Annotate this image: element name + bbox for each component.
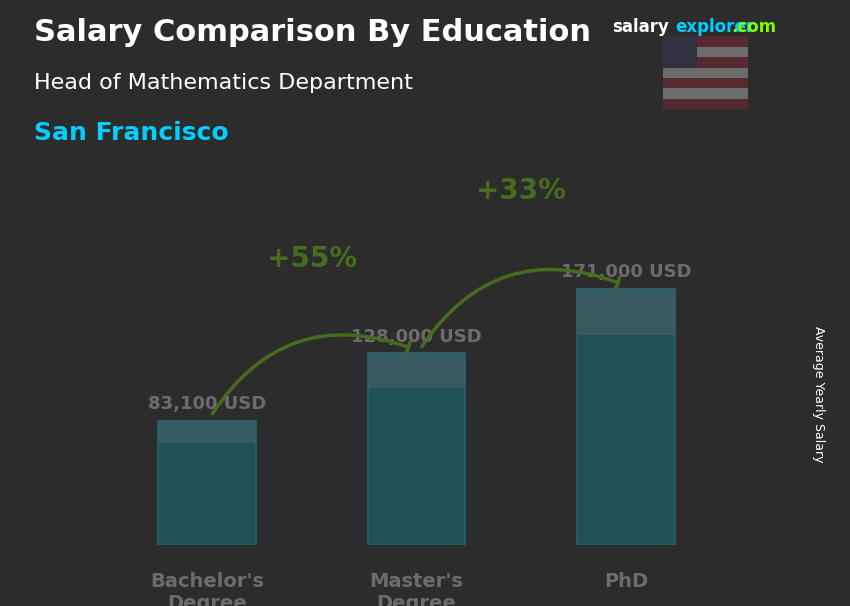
FancyBboxPatch shape <box>158 421 256 545</box>
Text: San Francisco: San Francisco <box>34 121 229 145</box>
Text: Master's
Degree: Master's Degree <box>370 573 463 606</box>
Bar <box>663 99 748 109</box>
FancyBboxPatch shape <box>368 353 465 388</box>
FancyBboxPatch shape <box>577 289 675 335</box>
Bar <box>663 36 748 47</box>
Text: 171,000 USD: 171,000 USD <box>561 263 691 281</box>
Text: Salary Comparison By Education: Salary Comparison By Education <box>34 18 591 47</box>
FancyBboxPatch shape <box>368 353 465 545</box>
Text: 83,100 USD: 83,100 USD <box>148 395 266 413</box>
Bar <box>663 57 748 67</box>
Bar <box>663 36 697 67</box>
Text: PhD: PhD <box>604 573 648 591</box>
Text: Average Yearly Salary: Average Yearly Salary <box>812 325 824 462</box>
Bar <box>663 47 748 57</box>
FancyBboxPatch shape <box>577 289 675 545</box>
Text: explorer: explorer <box>676 18 755 36</box>
Text: 128,000 USD: 128,000 USD <box>351 328 482 346</box>
Bar <box>663 78 748 88</box>
Text: +33%: +33% <box>476 178 566 205</box>
Text: salary: salary <box>612 18 669 36</box>
FancyBboxPatch shape <box>158 421 256 443</box>
Bar <box>663 88 748 99</box>
Text: Head of Mathematics Department: Head of Mathematics Department <box>34 73 413 93</box>
Text: .com: .com <box>731 18 776 36</box>
Text: +55%: +55% <box>267 245 357 273</box>
Text: Bachelor's
Degree: Bachelor's Degree <box>150 573 264 606</box>
Bar <box>663 67 748 78</box>
